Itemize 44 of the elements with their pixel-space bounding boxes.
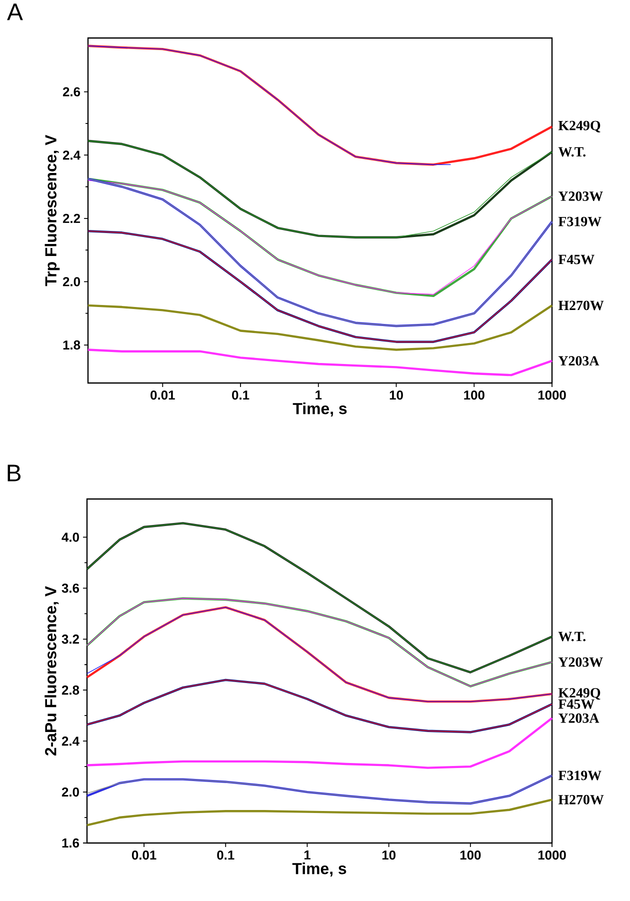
series-label: F45W	[558, 699, 594, 709]
series-label: K249Q	[558, 120, 600, 132]
x-tick-label: 10	[382, 850, 396, 860]
y-tick-label: 1.6	[62, 838, 80, 848]
y-tick-label: 2.0	[62, 277, 80, 286]
x-axis-title: Time, s	[292, 402, 347, 417]
chart-title: B	[8, 464, 21, 482]
x-axis-title: Time, s	[292, 862, 346, 877]
series-label: W.T.	[558, 147, 586, 157]
series-label: F45W	[558, 254, 594, 264]
y-tick-label: 2.4	[62, 150, 80, 160]
y-tick-label: 3.2	[62, 634, 79, 644]
series-label: K249Q	[558, 688, 600, 700]
y-tick-label: 3.6	[62, 584, 80, 593]
x-tick-label: 0.1	[232, 390, 250, 400]
x-tick-label: 0.01	[150, 390, 175, 400]
series-label: Y203W	[558, 657, 603, 667]
series-label: F319W	[558, 770, 602, 780]
y-tick-label: 1.8	[63, 340, 80, 350]
x-tick-label: 1000	[538, 390, 566, 400]
y-tick-label: 2.8	[62, 686, 80, 695]
x-tick-label: 100	[460, 850, 481, 860]
series-label: Y203W	[558, 192, 603, 201]
x-tick-label: 1000	[538, 850, 566, 860]
series-label: W.T.	[558, 632, 586, 642]
x-tick-label: 0.1	[217, 850, 234, 860]
y-tick-label: 2.2	[62, 214, 80, 223]
series-label: Y203A	[558, 713, 600, 723]
y-axis-title: 2-aPu Fluorescence, V	[44, 586, 59, 756]
x-tick-label: 1	[304, 850, 310, 860]
x-tick-label: 0.01	[132, 850, 156, 860]
x-tick-label: 10	[390, 390, 403, 400]
y-tick-label: 2.6	[62, 87, 80, 96]
series-label: F319W	[558, 216, 602, 226]
series-label: H270W	[558, 794, 604, 804]
y-axis-title: Trp Fluorescence, V	[44, 134, 60, 286]
y-tick-label: 2.4	[62, 736, 80, 746]
series-label: H270W	[558, 300, 604, 310]
y-tick-label: 2.0	[62, 787, 79, 797]
series-label: Y203A	[558, 356, 600, 366]
y-tick-label: 4.0	[62, 532, 79, 542]
x-tick-label: 1	[316, 390, 322, 400]
chart-title: A	[7, 4, 23, 20]
x-tick-label: 100	[464, 390, 484, 400]
